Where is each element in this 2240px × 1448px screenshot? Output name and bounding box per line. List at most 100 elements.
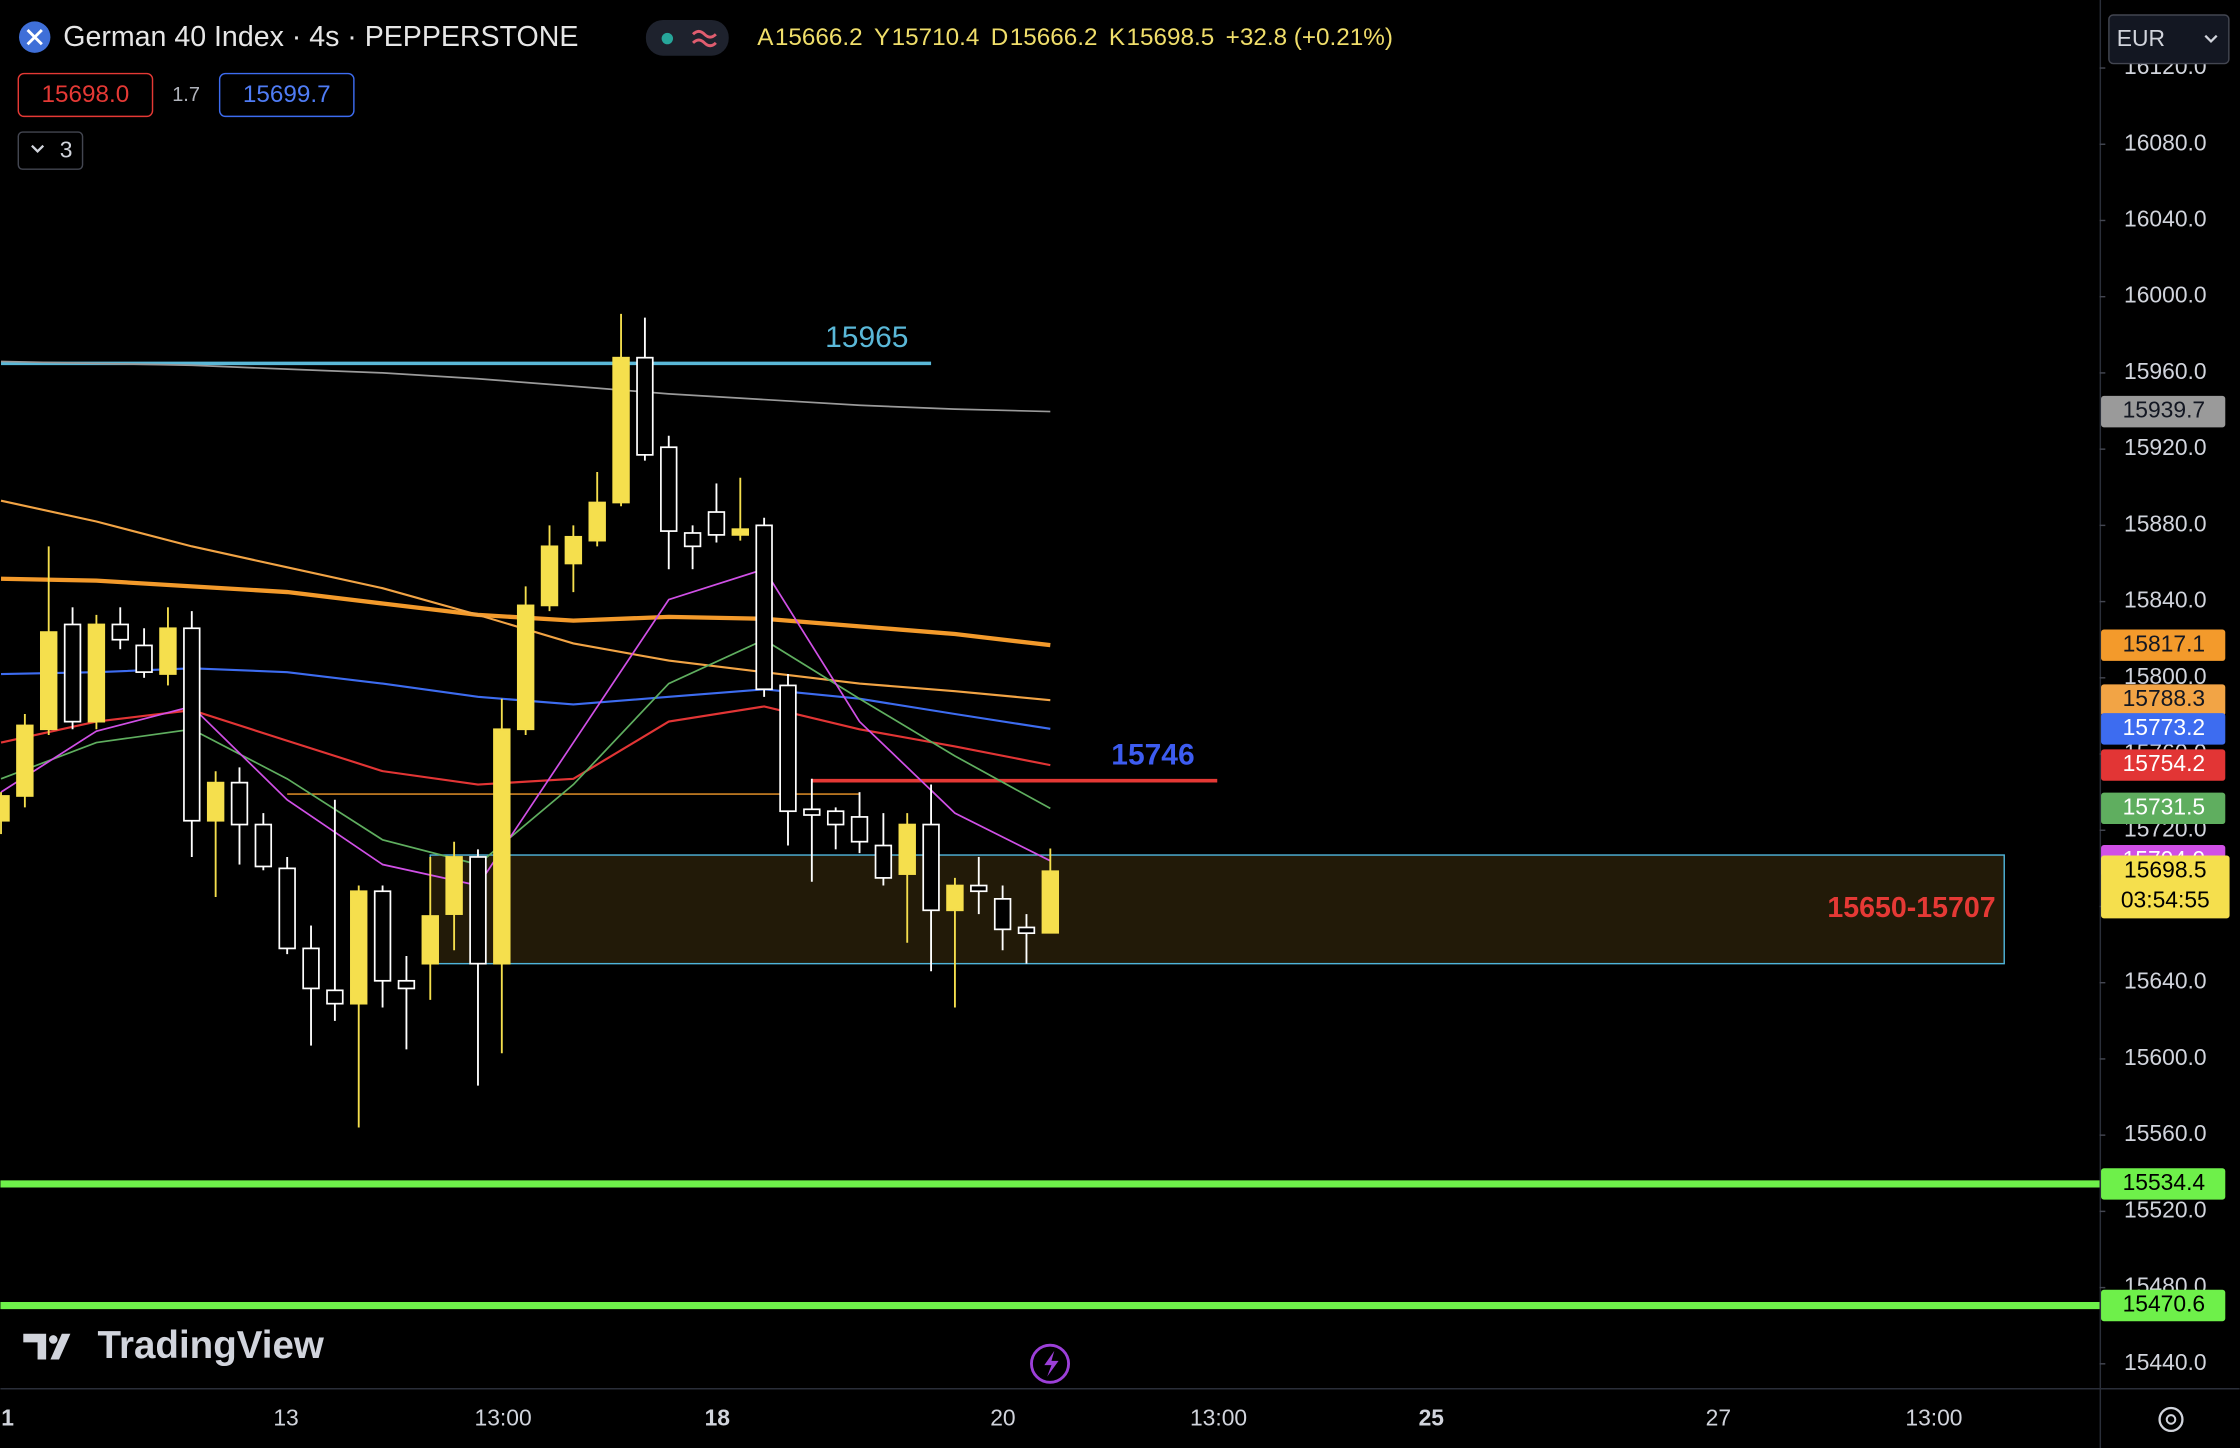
currency-select[interactable] xyxy=(2108,14,2230,65)
candle-body xyxy=(826,810,845,826)
candle-body xyxy=(278,867,296,950)
y-tick-label: 16080.0 xyxy=(2124,129,2207,155)
candle-body xyxy=(540,545,559,607)
ohlc-legend: A 15666.2 Y 15710.4 D 15666.2 K 15698.5 xyxy=(757,24,1214,51)
y-tick-label: 16040.0 xyxy=(2124,206,2207,232)
price-badge-label: 15939.7 xyxy=(2123,397,2206,423)
candle-body xyxy=(326,989,344,1005)
candle-body xyxy=(874,844,893,879)
price-badge xyxy=(2101,749,2226,781)
candle-body xyxy=(469,856,487,965)
price-badge-label: 15754.2 xyxy=(2123,750,2206,776)
x-tick-label: 13:00 xyxy=(475,1404,532,1430)
currency: EUR xyxy=(2117,25,2165,51)
moving-average-line xyxy=(0,705,1051,786)
candle-body xyxy=(898,823,916,875)
candle-body xyxy=(1041,870,1060,934)
buy-price: 15699.7 xyxy=(243,81,331,108)
time-axis: 1 13 13:00 18 20 13:00 25 27 13:00 xyxy=(1,1404,1962,1430)
ohlc-key: Y xyxy=(874,24,890,51)
y-tick-label: 15520.0 xyxy=(2124,1196,2207,1222)
candle-body xyxy=(922,823,940,912)
candle-body xyxy=(660,446,678,532)
logo-dot xyxy=(48,1335,58,1344)
candle-body xyxy=(755,524,773,691)
candle-body xyxy=(683,532,702,548)
zone xyxy=(429,854,2005,965)
logo-mark xyxy=(23,1333,71,1360)
price-axis: 16120.016080.016040.016000.015960.015920… xyxy=(2099,53,2230,1375)
sell-button[interactable] xyxy=(17,72,154,118)
horizontal-line-label: 15965 xyxy=(825,321,908,354)
price-badge xyxy=(2101,713,2226,745)
ohlc-value: 15698.5 xyxy=(1127,24,1215,51)
zone-label: 15650-15707 xyxy=(1827,892,1995,924)
replay-button[interactable] xyxy=(1030,1343,1071,1384)
ohlc-value: 15710.4 xyxy=(892,24,980,51)
candle-body xyxy=(302,947,320,990)
ohlc-value: 15666.2 xyxy=(1010,24,1098,51)
candle-body xyxy=(63,623,82,723)
ohlc-key: A xyxy=(757,24,774,51)
y-tick-label: 15960.0 xyxy=(2124,358,2207,384)
ohlc-key: K xyxy=(1109,24,1125,51)
price-badge xyxy=(2101,629,2226,661)
candle-body xyxy=(1017,926,1036,935)
x-tick-label: 13:00 xyxy=(1905,1404,1962,1430)
price-badge-label: 15731.5 xyxy=(2123,793,2206,819)
candle-body xyxy=(564,535,583,565)
candle-body xyxy=(421,915,439,965)
ohlc-value: 15666.2 xyxy=(775,24,863,51)
y-tick-label: 15880.0 xyxy=(2124,510,2207,536)
status-pill[interactable] xyxy=(645,19,729,56)
last-price-label: 15698.5 xyxy=(2124,856,2207,882)
y-tick-label: 15640.0 xyxy=(2124,968,2207,994)
x-tick-label: 18 xyxy=(705,1404,730,1430)
y-tick-label: 15600.0 xyxy=(2124,1044,2207,1070)
settings-icon xyxy=(2165,1414,2177,1425)
price-badge-label: 15470.6 xyxy=(2123,1291,2206,1317)
candle-body xyxy=(183,627,201,822)
y-tick-label: 16000.0 xyxy=(2124,282,2207,308)
candle-body xyxy=(0,795,10,822)
last-price-badge xyxy=(2101,855,2230,919)
dropdown-icon xyxy=(2204,34,2218,44)
candle-body xyxy=(493,728,511,965)
candle-body xyxy=(946,884,964,912)
status-dot xyxy=(661,32,674,45)
candle-body xyxy=(350,890,368,1005)
buy-button[interactable] xyxy=(218,72,355,118)
price-badge xyxy=(2101,684,2226,716)
candle-body xyxy=(206,781,225,822)
price-badge-label: 15788.3 xyxy=(2123,685,2206,711)
x-tick-label: 1 xyxy=(1,1404,14,1430)
candle-body xyxy=(445,856,463,915)
status-wave xyxy=(692,29,717,48)
candle-body xyxy=(159,627,177,675)
candle-body xyxy=(612,356,630,504)
candle-body xyxy=(707,511,726,536)
x-tick-label: 25 xyxy=(1419,1404,1445,1430)
settings-button[interactable] xyxy=(2158,1406,2184,1433)
logo-text: TradingView xyxy=(98,1324,325,1367)
price-badge xyxy=(2101,792,2226,825)
indicators-toggle[interactable] xyxy=(17,131,84,170)
price-badge xyxy=(2101,1289,2226,1322)
candle-body xyxy=(993,898,1012,931)
candle-body xyxy=(397,979,416,990)
x-tick-label: 13 xyxy=(273,1404,298,1430)
chevron-icon xyxy=(31,144,45,153)
plot-area: 15650-15707 15965 15746 xyxy=(0,313,2100,1310)
candle-body xyxy=(516,604,535,731)
price-badge-label: 15773.2 xyxy=(2123,714,2206,740)
y-tick-label: 15440.0 xyxy=(2124,1349,2207,1375)
x-tick-label: 27 xyxy=(1706,1404,1731,1430)
candle-body xyxy=(779,684,797,813)
ohlc-key: D xyxy=(991,24,1009,51)
symbol-title[interactable]: German 40 Index · 4s · PEPPERSTONE xyxy=(63,21,578,53)
symbol-icon-glyph xyxy=(26,28,43,46)
